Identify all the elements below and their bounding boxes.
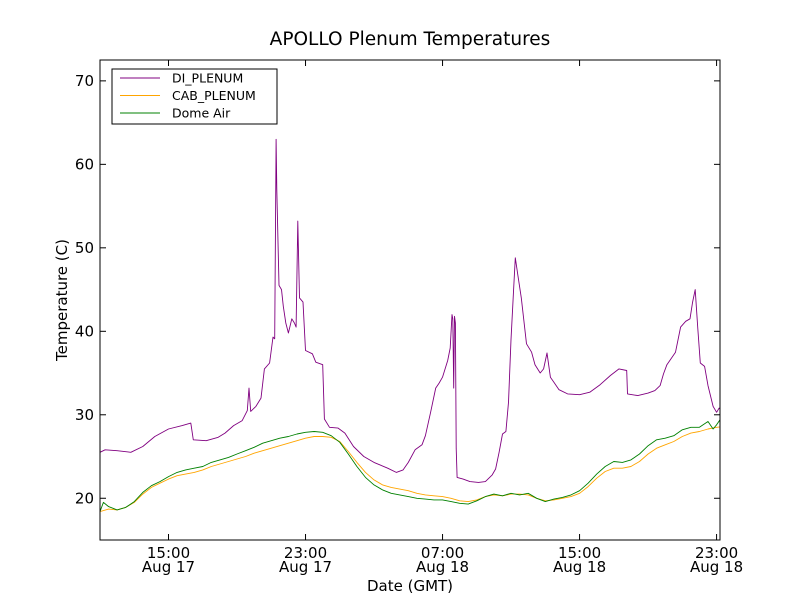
x-tick-date-label: Aug 18	[416, 558, 469, 576]
y-tick-label: 50	[75, 239, 94, 257]
y-axis-label: Temperature (C)	[53, 239, 71, 362]
series-line-dome-air	[100, 419, 720, 512]
x-tick-date-label: Aug 18	[690, 558, 743, 576]
y-tick-label: 60	[75, 155, 94, 173]
y-tick-label: 20	[75, 489, 94, 507]
legend-label: Dome Air	[172, 106, 231, 121]
legend: DI_PLENUM CAB_PLENUM Dome Air	[111, 68, 278, 125]
series-group	[100, 138, 720, 513]
x-tick-date-label: Aug 17	[279, 558, 332, 576]
y-tick-labels: 20 30 40 50 60 70	[75, 72, 94, 507]
x-tick-date-label: Aug 17	[142, 558, 195, 576]
legend-label: DI_PLENUM	[172, 71, 243, 86]
x-tick-time-label: 23:00	[695, 544, 738, 562]
series-line-cab-plenum	[100, 426, 720, 513]
x-tick-time-label: 07:00	[421, 544, 464, 562]
x-tick-time-label: 15:00	[558, 544, 601, 562]
x-tick-date-label: Aug 18	[553, 558, 606, 576]
x-axis-label: Date (GMT)	[367, 577, 453, 595]
y-tick-label: 40	[75, 322, 94, 340]
x-tick-time-label: 15:00	[147, 544, 190, 562]
y-tick-label: 70	[75, 72, 94, 90]
x-tick-time-label: 23:00	[284, 544, 327, 562]
ticks	[100, 60, 720, 540]
series-line-di-plenum	[100, 138, 720, 483]
y-tick-label: 30	[75, 406, 94, 424]
legend-label: CAB_PLENUM	[172, 88, 256, 103]
axes-frame	[99, 59, 721, 541]
plot-area	[99, 59, 721, 541]
chart-title: APOLLO Plenum Temperatures	[270, 29, 551, 50]
